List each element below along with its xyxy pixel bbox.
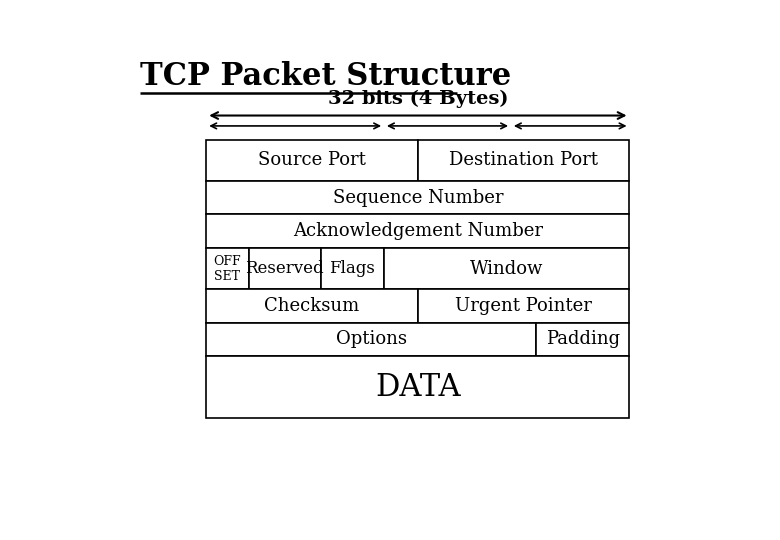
Bar bbox=[418, 140, 629, 181]
Text: Checksum: Checksum bbox=[264, 297, 360, 315]
Text: 32 bits (4 Bytes): 32 bits (4 Bytes) bbox=[328, 90, 508, 109]
Bar bbox=[206, 248, 249, 289]
Bar bbox=[206, 181, 629, 214]
Text: TCP Packet Structure: TCP Packet Structure bbox=[140, 61, 511, 92]
Text: Sequence Number: Sequence Number bbox=[332, 189, 503, 207]
Bar bbox=[206, 322, 537, 356]
Bar bbox=[206, 140, 418, 181]
Text: Source Port: Source Port bbox=[258, 151, 366, 170]
Bar bbox=[384, 248, 629, 289]
Text: Acknowledgement Number: Acknowledgement Number bbox=[292, 222, 543, 240]
Text: Padding: Padding bbox=[546, 330, 620, 348]
Bar bbox=[249, 248, 321, 289]
Text: Window: Window bbox=[470, 260, 544, 278]
Text: Urgent Pointer: Urgent Pointer bbox=[456, 297, 592, 315]
Bar bbox=[321, 248, 384, 289]
Text: OFF
SET: OFF SET bbox=[214, 254, 241, 282]
Bar bbox=[206, 214, 629, 248]
Bar bbox=[537, 322, 629, 356]
Text: Reserved: Reserved bbox=[245, 260, 324, 277]
Bar bbox=[206, 356, 629, 418]
Bar bbox=[206, 289, 418, 322]
Text: Options: Options bbox=[336, 330, 407, 348]
Text: DATA: DATA bbox=[375, 372, 461, 402]
Text: Flags: Flags bbox=[329, 260, 375, 277]
Bar bbox=[418, 289, 629, 322]
Text: Destination Port: Destination Port bbox=[449, 151, 598, 170]
